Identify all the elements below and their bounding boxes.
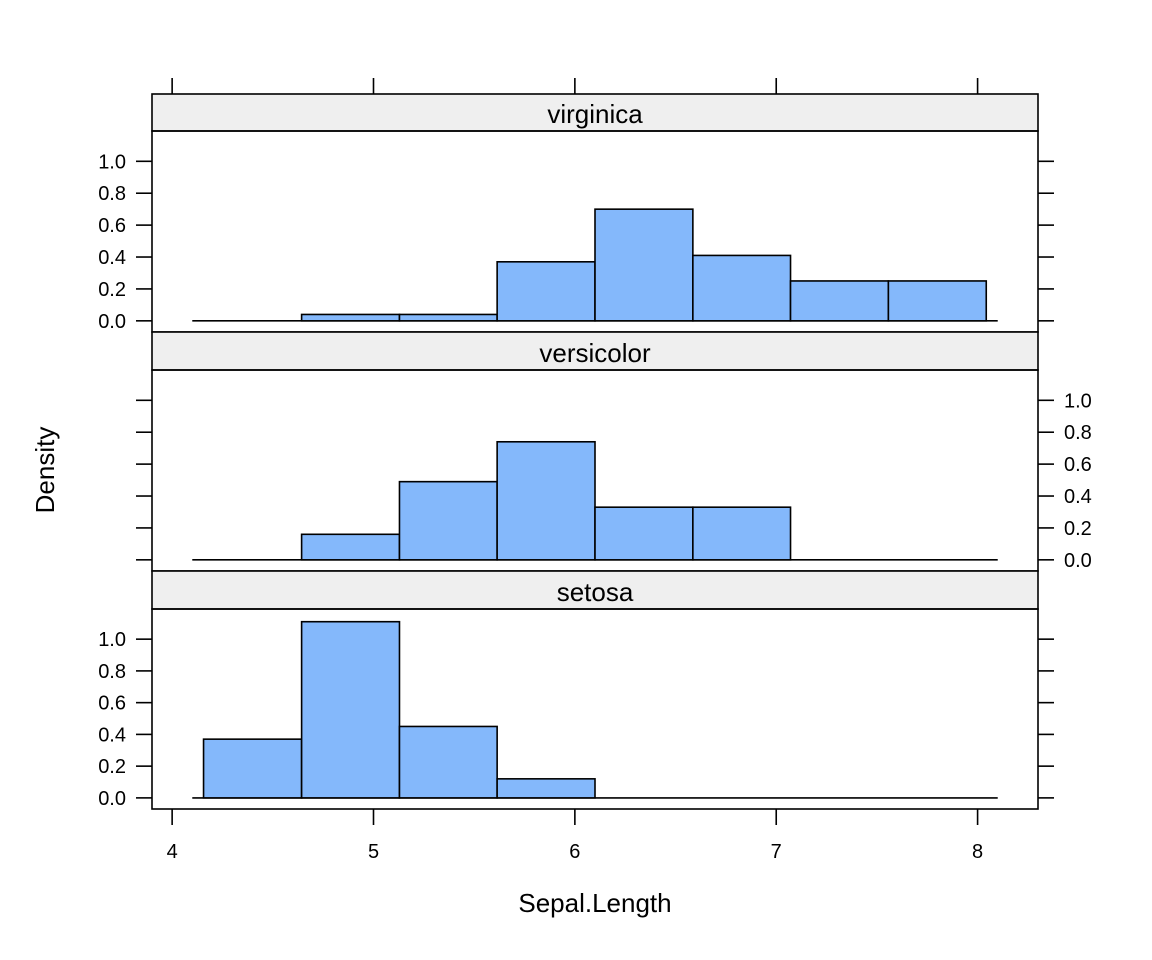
histogram-bar (398, 313, 498, 322)
histogram-bar (398, 725, 498, 799)
panel-setosa: setosa 0.0 0.2 0.4 0.6 0.8 1.0 (98, 570, 1054, 810)
histogram-bar (496, 440, 596, 561)
y-tick-label: 0.0 (98, 311, 126, 333)
y-tick-label: 0.4 (98, 247, 126, 269)
histogram-bar (496, 778, 596, 799)
y-tick-label: 0.6 (98, 215, 126, 237)
y-tick-label: 0.2 (98, 756, 126, 778)
y-tick-label: 0.0 (98, 788, 126, 810)
y-tick-label: 0.0 (1064, 550, 1092, 572)
x-tick-label: 7 (771, 841, 782, 863)
panels-layer: virginica 0.0 0.2 0.4 0.6 0.8 1.0 versicolor 0.0… (98, 93, 1092, 810)
histogram-bar (789, 280, 890, 322)
strip (151, 331, 1039, 371)
y-tick-label: 0.8 (1064, 422, 1092, 444)
histogram-bar (692, 254, 792, 322)
y-tick-label: 0.2 (1064, 518, 1092, 540)
strip (151, 570, 1039, 610)
panel-virginica: virginica 0.0 0.2 0.4 0.6 0.8 1.0 (98, 93, 1054, 333)
histogram-bar (398, 480, 498, 561)
y-tick-label: 0.8 (98, 661, 126, 683)
y-tick-label: 0.4 (98, 724, 126, 746)
strip-label-setosa: setosa (557, 577, 634, 607)
histogram-bar (692, 506, 792, 561)
histogram-bar (300, 313, 401, 322)
y-tick-label: 0.6 (98, 693, 126, 715)
histogram-bar (594, 506, 694, 561)
histogram-bar (300, 620, 401, 799)
histogram-bar (594, 208, 694, 322)
x-axis-title: Sepal.Length (518, 888, 671, 918)
x-tick-label: 4 (167, 841, 178, 863)
x-tick-label: 5 (368, 841, 379, 863)
y-tick-label: 1.0 (98, 629, 126, 651)
x-tick-label: 6 (569, 841, 580, 863)
strip-label-virginica: virginica (547, 99, 643, 129)
y-tick-label: 0.6 (1064, 454, 1092, 476)
y-tick-label: 1.0 (98, 151, 126, 173)
x-tick-label: 8 (972, 841, 983, 863)
x-axis: 4 5 6 7 8 (167, 78, 983, 863)
y-tick-label: 0.8 (98, 183, 126, 205)
y-tick-label: 0.4 (1064, 486, 1092, 508)
histogram-bar (202, 738, 303, 799)
strip-label-versicolor: versicolor (539, 338, 651, 368)
histogram-bar (300, 533, 401, 561)
histogram-bar (887, 280, 988, 322)
panel-versicolor: versicolor 0.0 0.2 0.4 0.6 0.8 1.0 (136, 331, 1092, 572)
y-axis-title: Density (30, 427, 60, 514)
histogram-bar (496, 261, 596, 322)
y-tick-label: 1.0 (1064, 390, 1092, 412)
panel-frame (151, 608, 1039, 810)
y-tick-label: 0.2 (98, 279, 126, 301)
